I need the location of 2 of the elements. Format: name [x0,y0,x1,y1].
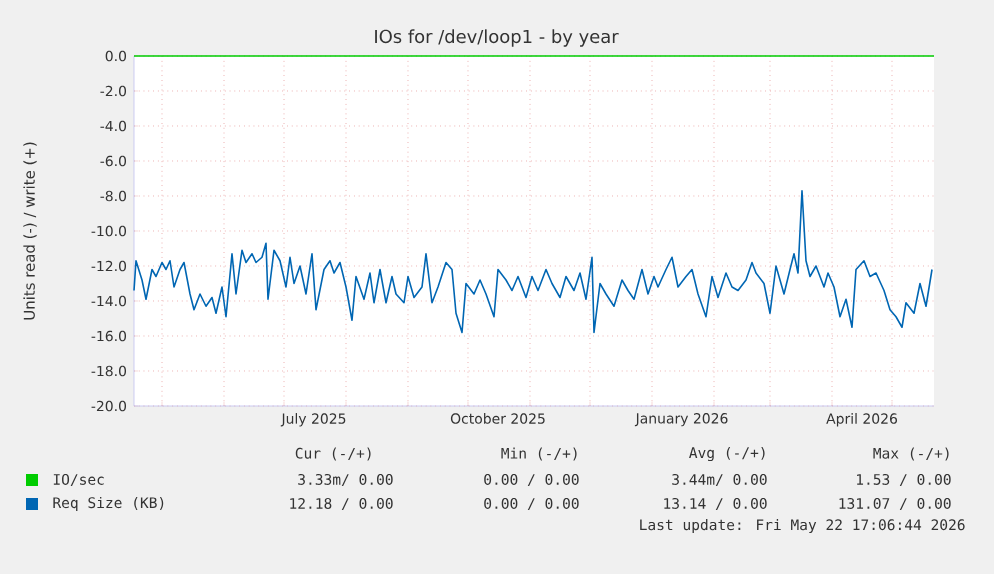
line-series [133,189,933,334]
chart-title: IOs for /dev/loop1 - by year [375,29,619,47]
